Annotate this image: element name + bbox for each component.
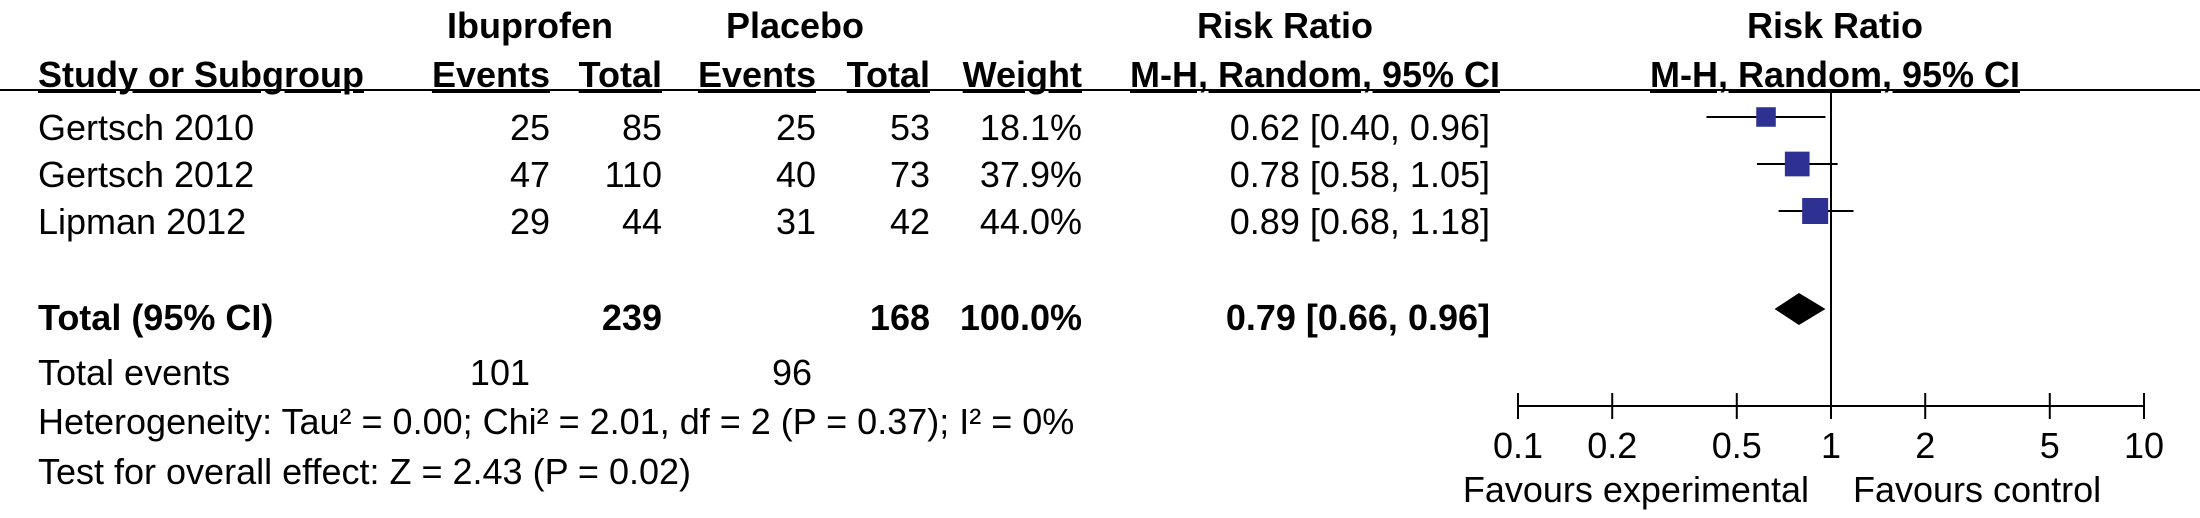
group1-header: Ibuprofen (447, 5, 613, 46)
x-tick-label: 0.2 (1587, 425, 1637, 466)
favours-experimental-label: Favours experimental (1463, 469, 1809, 510)
total1-value: 85 (621, 107, 662, 148)
x-tick-label: 2 (1915, 425, 1935, 466)
x-tick-label: 0.1 (1493, 425, 1543, 466)
weight-value: 44.0% (979, 201, 1082, 242)
study-marker (1784, 151, 1810, 177)
plot-title: Risk Ratio (1746, 5, 1924, 46)
total-weight: 100.0% (959, 297, 1082, 338)
total1-sum: 239 (601, 297, 662, 338)
header-rule (0, 89, 2200, 91)
total-label: Total (95% CI) (38, 297, 274, 338)
ci-text: 0.89 [0.68, 1.18] (1229, 201, 1490, 242)
x-tick-label: 1 (1821, 425, 1841, 466)
events1-value: 29 (509, 201, 550, 242)
total-events-2: 96 (771, 352, 812, 393)
total2-value: 42 (889, 201, 930, 242)
total2-value: 53 (889, 107, 930, 148)
events2-value: 40 (775, 154, 816, 195)
total2-header: Total (846, 54, 930, 95)
ci-text: 0.62 [0.40, 0.96] (1229, 107, 1490, 148)
total-events-label: Total events (38, 352, 231, 393)
overall-effect-text: Test for overall effect: Z = 2.43 (P = 0… (38, 451, 692, 492)
events2-value: 25 (775, 107, 816, 148)
events1-value: 25 (509, 107, 550, 148)
study-column-header: Study or Subgroup (38, 54, 364, 95)
total1-value: 110 (604, 154, 662, 195)
favours-control-label: Favours control (1853, 469, 2101, 510)
total-events-1: 101 (469, 352, 530, 393)
plot-method-header: M-H, Random, 95% CI (1649, 54, 2021, 95)
study-name: Lipman 2012 (38, 201, 247, 242)
rr-method-header: M-H, Random, 95% CI (1129, 54, 1501, 95)
heterogeneity-text: Heterogeneity: Tau² = 0.00; Chi² = 2.01,… (38, 401, 1075, 442)
events2-header: Events (697, 54, 816, 95)
total-ci-text: 0.79 [0.66, 0.96] (1225, 297, 1490, 338)
study-marker (1756, 107, 1776, 127)
x-tick-label: 10 (2124, 425, 2164, 466)
pooled-diamond (1774, 293, 1826, 325)
events1-header: Events (431, 54, 550, 95)
x-tick-label: 5 (2040, 425, 2060, 466)
total2-sum: 168 (869, 297, 930, 338)
events2-value: 31 (775, 201, 816, 242)
events1-value: 47 (509, 154, 550, 195)
weight-header: Weight (962, 54, 1082, 95)
study-name: Gertsch 2010 (38, 107, 255, 148)
total1-value: 44 (621, 201, 662, 242)
x-tick-label: 0.5 (1712, 425, 1762, 466)
group2-header: Placebo (725, 5, 865, 46)
weight-value: 37.9% (979, 154, 1082, 195)
study-marker (1802, 198, 1829, 224)
total2-value: 73 (889, 154, 930, 195)
weight-value: 18.1% (979, 107, 1082, 148)
rr-title: Risk Ratio (1196, 5, 1374, 46)
study-name: Gertsch 2012 (38, 154, 255, 195)
total1-header: Total (578, 54, 662, 95)
ci-text: 0.78 [0.58, 1.05] (1229, 154, 1490, 195)
